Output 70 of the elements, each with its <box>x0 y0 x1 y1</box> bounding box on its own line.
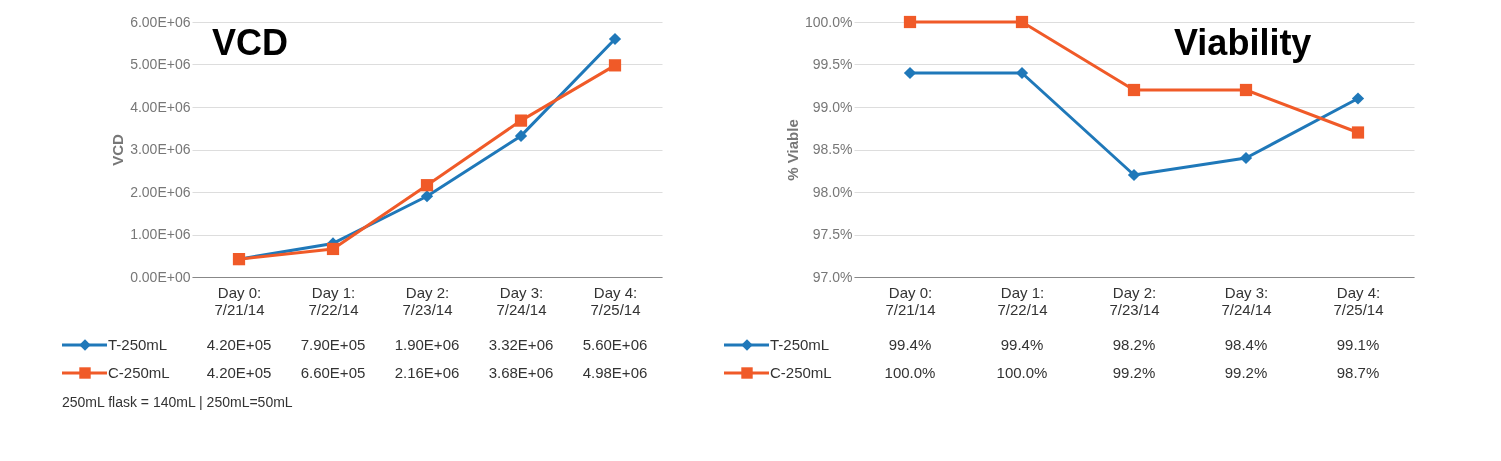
point <box>608 32 622 46</box>
point <box>1015 66 1029 80</box>
point <box>903 15 917 29</box>
y-tick-label: 98.0% <box>812 183 853 200</box>
data-label: 99.2% <box>1224 364 1268 381</box>
data-label: 100.0% <box>884 364 936 381</box>
y-tick-label: 97.0% <box>812 268 853 285</box>
chart-title: VCD <box>212 22 289 63</box>
x-tick-label: Day 0: 7/21/14 <box>885 283 936 318</box>
y-axis-title: VCD <box>109 134 127 166</box>
x-tick-label: Day 0: 7/21/14 <box>214 283 265 318</box>
data-label: 99.4% <box>1000 336 1044 353</box>
point <box>326 242 340 256</box>
data-label: 7.90E+05 <box>300 336 366 353</box>
x-tick-label: Day 2: 7/23/14 <box>1109 283 1160 318</box>
data-label: 100.0% <box>996 364 1048 381</box>
point <box>1127 168 1141 182</box>
data-label: 98.2% <box>1112 336 1156 353</box>
point <box>1239 151 1253 165</box>
point <box>514 114 528 127</box>
data-label: 98.4% <box>1224 336 1268 353</box>
x-tick-label: Day 4: 7/25/14 <box>1333 283 1384 318</box>
data-label: 4.20E+05 <box>206 364 272 381</box>
x-tick-label: Day 2: 7/23/14 <box>402 283 453 318</box>
data-label: 5.60E+06 <box>582 336 648 353</box>
data-label: 99.4% <box>888 336 932 353</box>
chart-title: Viability <box>1174 22 1312 63</box>
point <box>420 190 434 203</box>
x-tick-label: Day 1: 7/22/14 <box>997 283 1048 318</box>
data-label: 3.68E+06 <box>488 364 554 381</box>
y-axis-title: % Viable <box>784 119 802 181</box>
y-tick-label: 1.00E+06 <box>130 226 191 242</box>
x-tick-label: Day 3: 7/24/14 <box>496 283 547 318</box>
point <box>1351 126 1365 139</box>
y-tick-label: 0.00E+00 <box>130 268 191 285</box>
data-label: 6.60E+05 <box>300 364 366 381</box>
y-tick-label: 97.5% <box>812 226 853 242</box>
legend-label: T-250mL <box>770 336 830 353</box>
y-tick-label: 98.5% <box>812 141 853 157</box>
y-tick-label: 6.00E+06 <box>130 13 191 30</box>
data-label: 3.32E+06 <box>488 336 554 353</box>
data-label: 1.90E+06 <box>394 336 460 353</box>
y-tick-label: 5.00E+06 <box>130 56 191 72</box>
point <box>1239 83 1253 97</box>
x-tick-label: Day 1: 7/22/14 <box>308 283 359 318</box>
legend-label: C-250mL <box>108 364 170 381</box>
y-tick-label: 3.00E+06 <box>130 141 191 157</box>
legend-label: C-250mL <box>770 364 832 381</box>
point <box>608 59 622 72</box>
y-tick-label: 100.0% <box>805 13 853 30</box>
point <box>1351 92 1365 105</box>
y-tick-label: 99.5% <box>812 56 853 72</box>
legend-label: T-250mL <box>108 336 168 353</box>
data-label: 4.98E+06 <box>582 364 648 381</box>
point <box>1127 83 1141 97</box>
text: 250mL flask = 140mL | 250mL=50mL <box>62 394 293 410</box>
data-label: 99.2% <box>1112 364 1156 381</box>
point <box>420 179 434 192</box>
y-tick-label: 2.00E+06 <box>130 183 191 200</box>
x-tick-label: Day 3: 7/24/14 <box>1221 283 1272 318</box>
y-tick-label: 99.0% <box>812 98 853 115</box>
y-tick-label: 4.00E+06 <box>130 98 191 115</box>
point <box>1015 15 1029 29</box>
data-label: 2.16E+06 <box>394 364 460 381</box>
data-label: 4.20E+05 <box>206 336 272 353</box>
point <box>903 66 917 80</box>
data-label: 98.7% <box>1336 364 1380 381</box>
point <box>514 129 528 143</box>
x-tick-label: Day 4: 7/25/14 <box>590 283 641 318</box>
data-label: 99.1% <box>1336 336 1380 353</box>
